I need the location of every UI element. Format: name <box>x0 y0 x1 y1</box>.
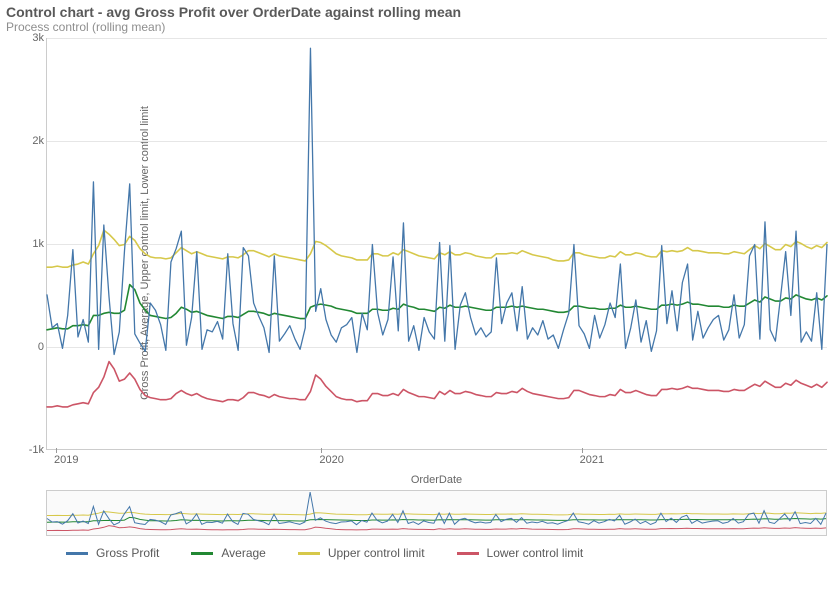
chart-lines-svg <box>47 38 827 449</box>
chart-subtitle: Process control (rolling mean) <box>0 20 833 36</box>
mini-chart <box>0 490 833 536</box>
legend-label: Lower control limit <box>487 546 584 560</box>
legend-item-ucl[interactable]: Upper control limit <box>298 546 425 560</box>
ucl-mini-line <box>47 512 826 516</box>
legend-label: Upper control limit <box>328 546 425 560</box>
y-tick-label: -1k <box>29 444 44 456</box>
legend: Gross Profit Average Upper control limit Lo… <box>0 536 833 560</box>
x-tick-label: 2021 <box>580 454 604 466</box>
legend-item-lcl[interactable]: Lower control limit <box>457 546 584 560</box>
ucl-line <box>47 230 827 267</box>
legend-label: Gross Profit <box>96 546 159 560</box>
y-axis-ticks: -1k01k2k3k <box>16 36 46 470</box>
x-tickmark <box>321 448 322 453</box>
y-tick-label: 3k <box>32 32 44 44</box>
x-tickmark <box>56 448 57 453</box>
y-tick-label: 0 <box>38 341 44 353</box>
lcl-mini-line <box>47 526 826 531</box>
x-axis-label: OrderDate <box>0 474 833 486</box>
legend-swatch <box>66 552 88 555</box>
mini-chart-lines-svg <box>47 491 826 535</box>
legend-swatch <box>191 552 213 555</box>
x-tickmark <box>582 448 583 453</box>
legend-label: Average <box>221 546 265 560</box>
legend-item-gross_profit[interactable]: Gross Profit <box>66 546 159 560</box>
mini-plot-area[interactable] <box>46 490 827 536</box>
x-tick-label: 2019 <box>54 454 78 466</box>
y-tick-label: 1k <box>32 238 44 250</box>
x-tick-label: 2020 <box>319 454 343 466</box>
control-chart-panel: Control chart - avg Gross Profit over Or… <box>0 0 833 590</box>
legend-item-average[interactable]: Average <box>191 546 265 560</box>
main-chart: Gross Profit, Average, Upper control lim… <box>0 36 833 470</box>
legend-swatch <box>457 552 479 555</box>
chart-title: Control chart - avg Gross Profit over Or… <box>0 0 833 20</box>
y-tick-label: 2k <box>32 135 44 147</box>
plot-area[interactable] <box>46 38 827 450</box>
legend-swatch <box>298 552 320 555</box>
x-axis-ticks: 2019 2020 2021 <box>46 452 827 470</box>
lcl-line <box>47 362 827 407</box>
